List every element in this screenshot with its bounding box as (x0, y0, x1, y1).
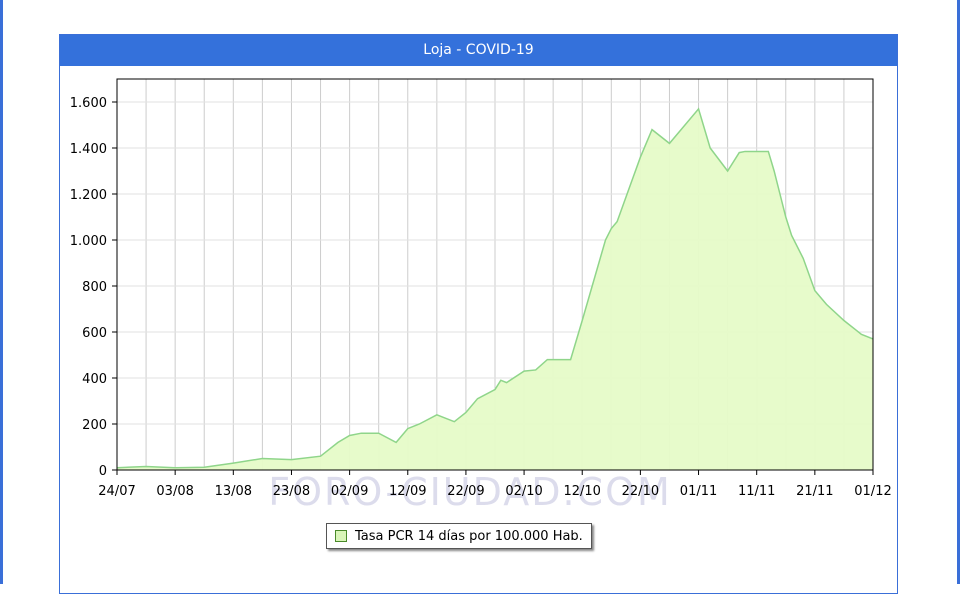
x-tick-label: 02/09 (331, 484, 368, 499)
y-tick-label: 1.400 (70, 142, 107, 157)
chart-title: Loja - COVID-19 (60, 35, 897, 66)
x-tick-label: 13/08 (215, 484, 252, 499)
watermark-text: FORO-CIUDAD.COM (268, 470, 672, 514)
legend-swatch (335, 530, 347, 542)
x-tick-label: 21/11 (796, 484, 833, 499)
y-tick-label: 0 (99, 464, 107, 479)
x-tick-label: 02/10 (505, 484, 542, 499)
plot-border (116, 78, 874, 471)
x-tick-label: 24/07 (98, 484, 135, 499)
x-tick-label: 22/09 (447, 484, 484, 499)
x-tick-label: 22/10 (622, 484, 659, 499)
y-tick-label: 600 (82, 326, 107, 341)
x-tick-label: 12/09 (389, 484, 426, 499)
x-tick-label: 01/12 (854, 484, 891, 499)
y-tick-label: 400 (82, 372, 107, 387)
x-tick-label: 03/08 (156, 484, 193, 499)
y-tick-label: 1.600 (70, 96, 107, 111)
x-tick-label: 23/08 (273, 484, 310, 499)
x-tick-label: 12/10 (563, 484, 600, 499)
y-tick-label: 1.000 (70, 234, 107, 249)
y-tick-label: 1.200 (70, 188, 107, 203)
series-area (117, 108, 873, 471)
chart-legend: Tasa PCR 14 días por 100.000 Hab. (326, 523, 592, 549)
x-tick-label: 01/11 (680, 484, 717, 499)
series-line (116, 107, 874, 469)
y-tick-label: 200 (82, 418, 107, 433)
legend-label: Tasa PCR 14 días por 100.000 Hab. (355, 528, 583, 544)
x-tick-label: 11/11 (738, 484, 775, 499)
y-tick-label: 800 (82, 280, 107, 295)
